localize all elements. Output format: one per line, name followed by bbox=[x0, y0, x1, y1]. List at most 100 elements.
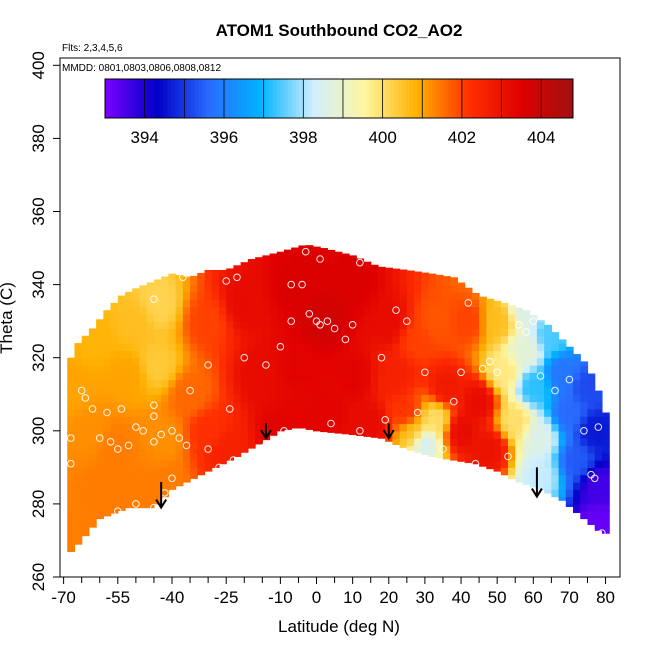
heatmap-cell bbox=[370, 365, 379, 373]
x-tick-label: -25 bbox=[214, 588, 239, 607]
heatmap-cell bbox=[96, 343, 104, 351]
heatmap-cell bbox=[204, 313, 213, 322]
heatmap-cell bbox=[276, 321, 285, 330]
heatmap-cell bbox=[349, 277, 357, 286]
heatmap-cell bbox=[385, 386, 393, 395]
heatmap-cell bbox=[226, 430, 235, 439]
heatmap-cell bbox=[211, 269, 220, 278]
heatmap-cell bbox=[103, 328, 112, 337]
heatmap-cell bbox=[211, 321, 220, 330]
heatmap-cell bbox=[508, 379, 516, 388]
heatmap-cell bbox=[262, 343, 271, 351]
heatmap-cell bbox=[211, 416, 220, 425]
heatmap-cell bbox=[269, 328, 278, 337]
heatmap-cell bbox=[601, 412, 610, 417]
sample-point bbox=[439, 445, 447, 453]
sample-point bbox=[316, 321, 324, 329]
heatmap-cell bbox=[247, 277, 256, 286]
heatmap-cell bbox=[103, 452, 112, 461]
heatmap-cell bbox=[67, 401, 76, 410]
heatmap-cell bbox=[132, 335, 141, 344]
heatmap-cell bbox=[370, 350, 379, 359]
heatmap-cell bbox=[392, 430, 401, 439]
heatmap-cell bbox=[508, 445, 516, 454]
heatmap-cell bbox=[428, 438, 437, 447]
heatmap-cell bbox=[262, 313, 271, 322]
heatmap-cell bbox=[515, 474, 524, 483]
heatmap-cell bbox=[197, 416, 206, 425]
heatmap-cell bbox=[81, 525, 90, 534]
heatmap-cell bbox=[247, 259, 256, 264]
heatmap-cell bbox=[450, 401, 459, 410]
sample-point bbox=[457, 368, 465, 377]
heatmap-cell bbox=[204, 438, 213, 447]
heatmap-cell bbox=[96, 438, 104, 447]
heatmap-cell bbox=[182, 276, 191, 278]
heatmap-cell bbox=[175, 335, 184, 344]
heatmap-cell bbox=[334, 416, 343, 425]
heatmap-cell bbox=[471, 460, 480, 465]
heatmap-cell bbox=[428, 401, 437, 410]
heatmap-cell bbox=[522, 321, 531, 330]
heatmap-cell bbox=[247, 350, 256, 359]
heatmap-cell bbox=[255, 299, 263, 308]
heatmap-cell bbox=[334, 343, 343, 351]
heatmap-cell bbox=[262, 379, 271, 388]
heatmap-cell bbox=[110, 423, 119, 432]
heatmap-cell bbox=[363, 365, 372, 373]
colorbar-segment bbox=[358, 79, 363, 118]
heatmap-cell bbox=[442, 313, 451, 322]
heatmap-cell bbox=[233, 408, 242, 417]
x-tick-label: -70 bbox=[51, 588, 76, 607]
heatmap-cell bbox=[385, 408, 393, 417]
heatmap-cell bbox=[515, 343, 524, 351]
heatmap-cell bbox=[81, 460, 90, 468]
heatmap-cell bbox=[320, 299, 328, 308]
heatmap-cell bbox=[96, 319, 104, 322]
heatmap-cell bbox=[125, 467, 133, 476]
heatmap-cell bbox=[486, 423, 495, 432]
heatmap-cell bbox=[247, 306, 256, 315]
colorbar-segment bbox=[522, 79, 527, 118]
heatmap-cell bbox=[298, 357, 307, 366]
heatmap-cell bbox=[312, 401, 321, 410]
heatmap-cell bbox=[356, 394, 365, 403]
heatmap-cell bbox=[580, 401, 589, 410]
heatmap-cell bbox=[500, 306, 509, 315]
colorbar-segment bbox=[253, 79, 258, 118]
heatmap-cell bbox=[197, 313, 206, 322]
heatmap-cell bbox=[450, 299, 459, 308]
heatmap-cell bbox=[529, 423, 538, 432]
heatmap-cell bbox=[363, 321, 372, 330]
heatmap-cell bbox=[435, 328, 444, 337]
heatmap-cell bbox=[450, 386, 459, 395]
heatmap-cell bbox=[522, 474, 531, 483]
heatmap-cell bbox=[182, 467, 191, 476]
heatmap-cell bbox=[284, 291, 292, 300]
heatmap-cell bbox=[103, 511, 112, 517]
colorbar-segment bbox=[456, 79, 461, 118]
heatmap-cell bbox=[175, 328, 184, 337]
heatmap-cell bbox=[204, 372, 213, 381]
heatmap-cell bbox=[580, 481, 589, 490]
heatmap-cell bbox=[428, 284, 437, 293]
sample-point bbox=[450, 397, 458, 406]
heatmap-cell bbox=[67, 408, 76, 417]
heatmap-cell bbox=[500, 430, 509, 439]
heatmap-cell bbox=[392, 416, 401, 425]
heatmap-cell bbox=[168, 291, 177, 300]
heatmap-cell bbox=[544, 416, 552, 425]
heatmap-cell bbox=[182, 379, 191, 388]
heatmap-cell bbox=[334, 255, 343, 264]
heatmap-cell bbox=[240, 313, 249, 322]
heatmap-cell bbox=[551, 365, 560, 373]
colorbar-segment bbox=[339, 79, 344, 118]
heatmap-cell bbox=[457, 343, 466, 351]
heatmap-cell bbox=[103, 357, 112, 366]
heatmap-cell bbox=[139, 452, 148, 461]
heatmap-cell bbox=[247, 357, 256, 366]
heatmap-cell bbox=[247, 423, 256, 432]
heatmap-cell bbox=[327, 321, 336, 330]
heatmap-cell bbox=[341, 269, 350, 278]
colorbar-segment bbox=[296, 79, 301, 118]
